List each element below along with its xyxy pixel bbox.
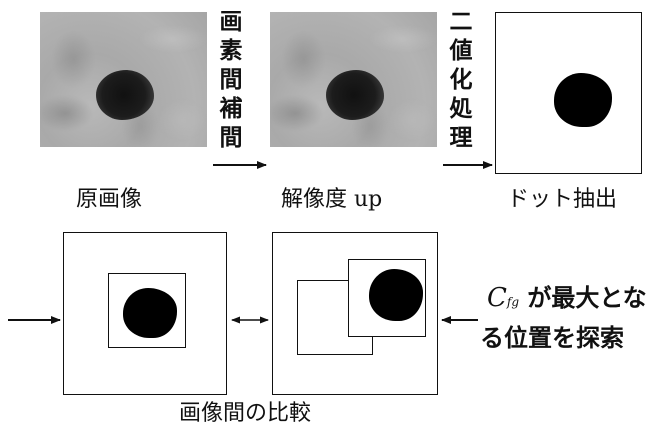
original-image xyxy=(40,12,207,147)
dot-binary xyxy=(554,73,612,127)
search-note-line1: Cfg が最大とな xyxy=(487,278,647,313)
dot-binary xyxy=(369,269,423,321)
dot-binary xyxy=(123,288,177,338)
dot-blur xyxy=(96,70,154,120)
search-note-line2: る位置を探索 xyxy=(480,324,624,352)
upscaled-image xyxy=(270,12,437,147)
caption-original: 原画像 xyxy=(76,187,143,212)
dot-blur xyxy=(326,70,384,120)
caption-upscaled: 解像度 up xyxy=(281,187,383,212)
reference-frame xyxy=(63,232,227,395)
note-text-1: が最大とな xyxy=(519,284,647,312)
caption-comparison: 画像間の比較 xyxy=(179,401,312,426)
reference-window xyxy=(108,273,186,348)
symbol-c: C xyxy=(487,283,507,313)
search-frame xyxy=(272,232,438,395)
binarization-label: 二 値 化 処 理 xyxy=(449,9,473,151)
caption-extracted: ドット抽出 xyxy=(507,187,618,212)
symbol-subscript: fg xyxy=(506,295,520,309)
interpolation-label: 画 素 間 補 間 xyxy=(219,9,243,151)
extracted-dot-image xyxy=(495,12,642,174)
